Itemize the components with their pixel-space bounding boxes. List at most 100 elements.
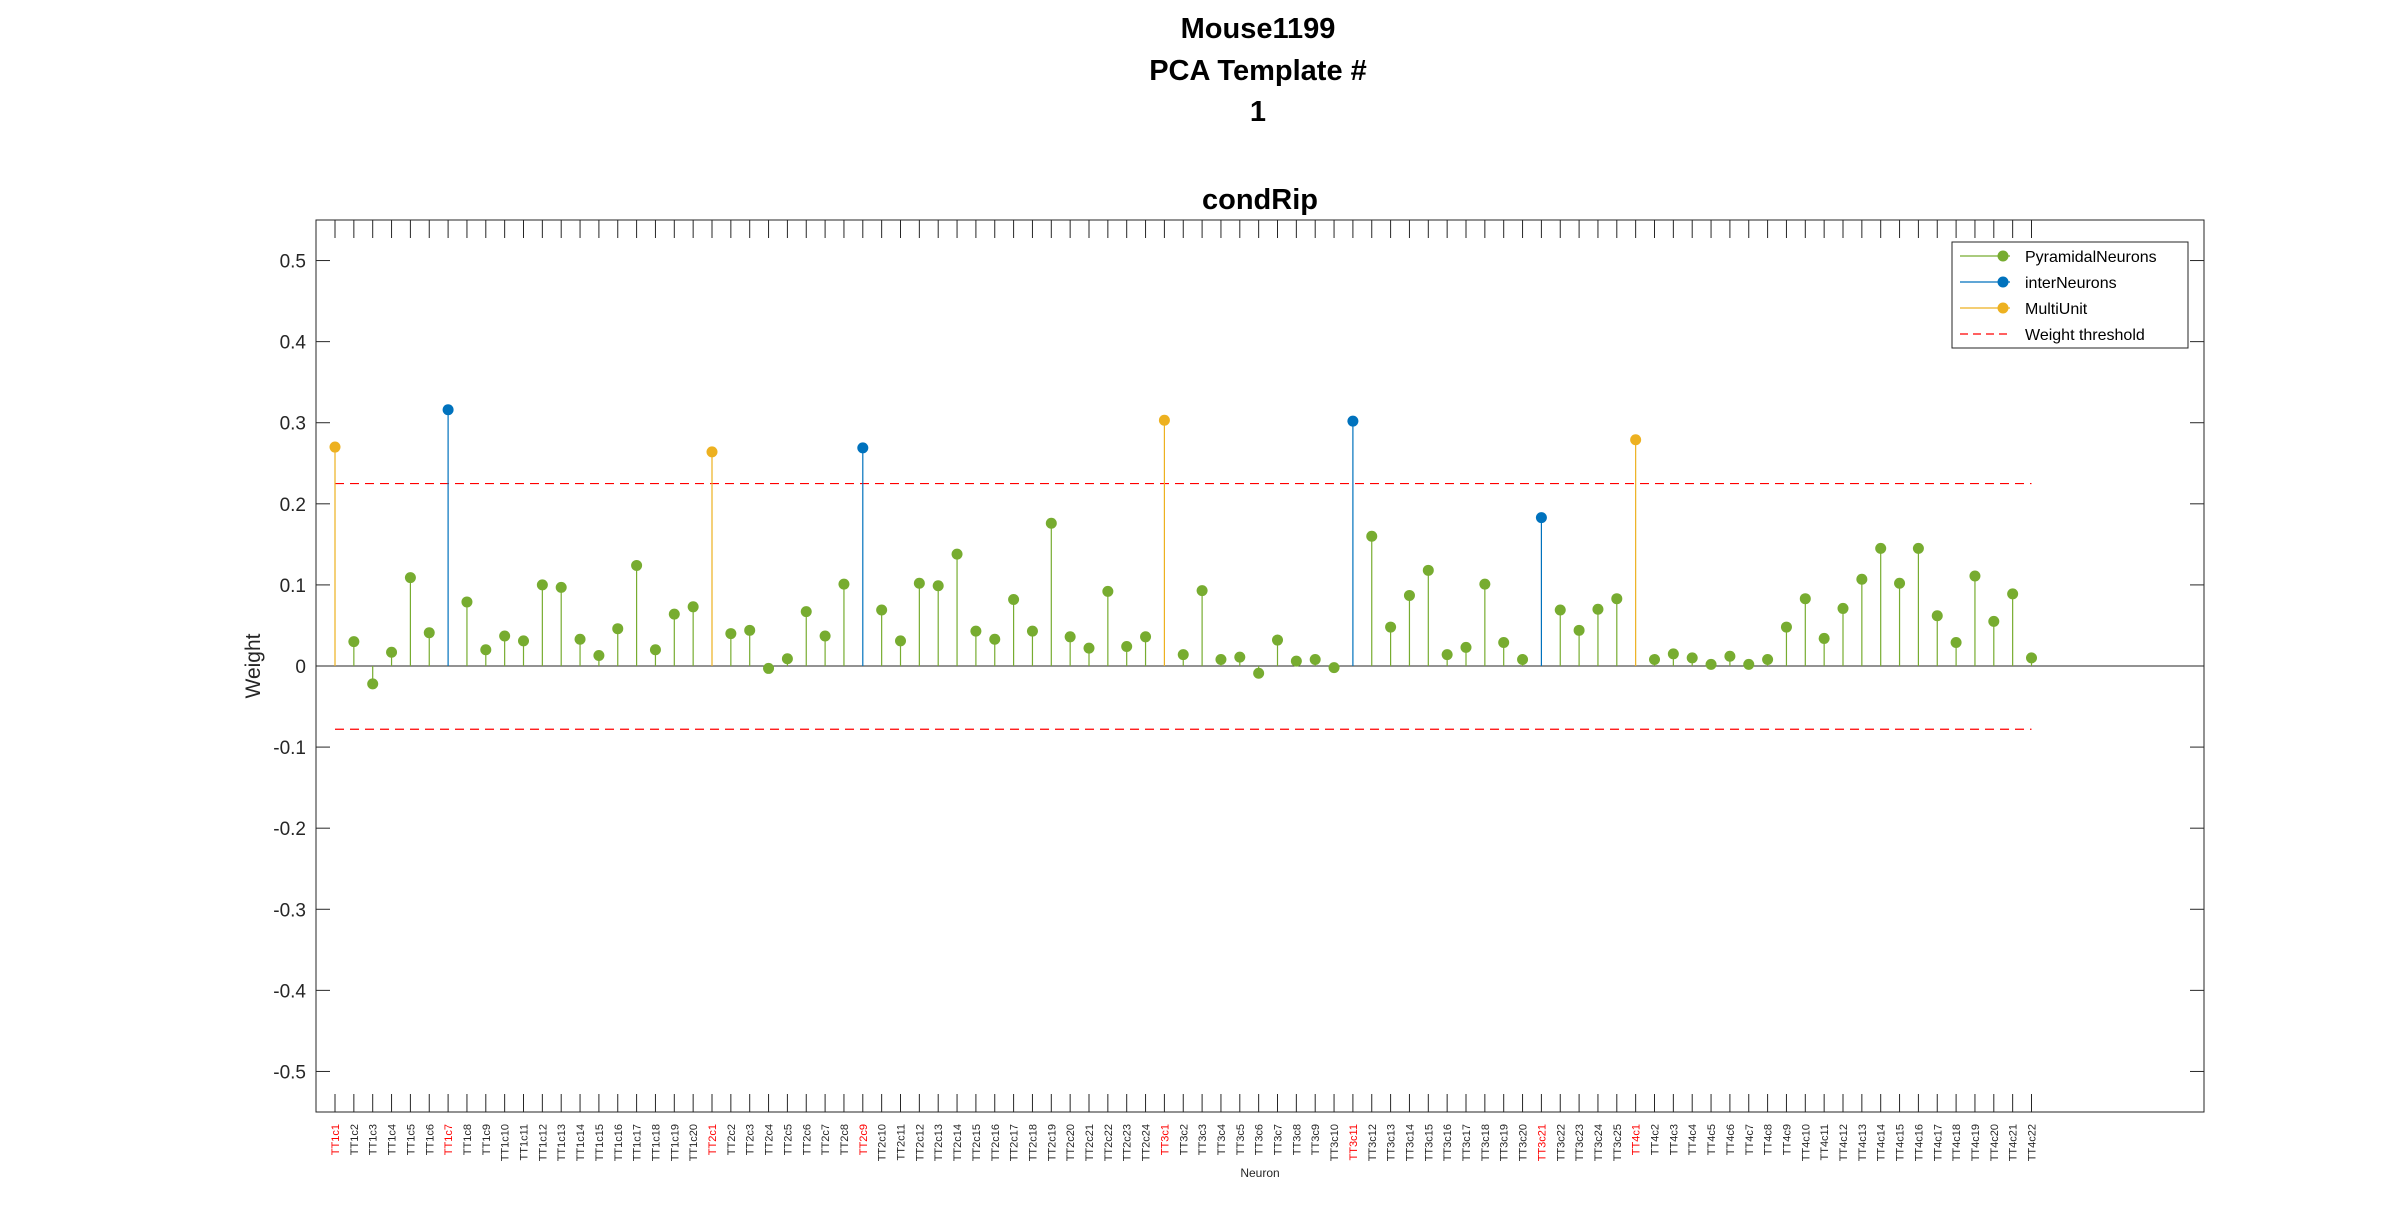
x-tick-label-TT2c8: TT2c8 [839, 1124, 851, 1155]
x-tick-label-TT2c7: TT2c7 [820, 1124, 832, 1155]
y-tick-label: 0 [295, 657, 306, 678]
x-tick-label-TT1c14: TT1c14 [575, 1124, 587, 1161]
y-tick-label: -0.2 [273, 819, 306, 840]
x-tick-labels: TT1c1 TT1c2 TT1c3 TT1c4 TT1c5 TT1c6 TT1c7 TT1c8… [330, 1124, 2039, 1161]
x-tick-label-TT4c16: TT4c16 [1913, 1124, 1925, 1161]
marker-TT4c20 [1988, 615, 2000, 627]
marker-TT1c11 [518, 635, 529, 647]
marker-TT3c23 [1573, 624, 1585, 636]
legend-label-threshold: Weight threshold [2025, 327, 2145, 344]
x-tick-label-TT3c23: TT3c23 [1574, 1124, 1586, 1161]
marker-TT4c5 [1705, 658, 1717, 670]
x-tick-label-TT2c12: TT2c12 [914, 1124, 926, 1161]
x-tick-label-TT2c19: TT2c19 [1046, 1124, 1058, 1161]
x-tick-label-TT3c9: TT3c9 [1310, 1124, 1322, 1155]
marker-TT3c10 [1328, 662, 1340, 674]
x-tick-label-TT3c15: TT3c15 [1423, 1124, 1435, 1161]
marker-TT1c10 [499, 630, 511, 642]
x-tick-label-TT3c19: TT3c19 [1499, 1124, 1511, 1161]
x-tick-label-TT3c13: TT3c13 [1386, 1124, 1398, 1161]
marker-TT4c10 [1799, 593, 1811, 605]
marker-TT3c9 [1309, 654, 1321, 666]
x-tick-label-TT2c23: TT2c23 [1122, 1124, 1134, 1161]
y-axis-label: Weight [242, 633, 265, 698]
marker-TT1c12 [536, 579, 548, 591]
marker-TT1c16 [612, 623, 624, 635]
marker-TT2c20 [1064, 631, 1076, 643]
marker-TT2c2 [725, 628, 737, 640]
x-axis-label: Neuron [1240, 1166, 1279, 1180]
legend: PyramidalNeurons interNeurons MultiUnit … [1951, 241, 2189, 349]
x-tick-label-TT1c5: TT1c5 [405, 1124, 417, 1155]
x-tick-label-TT1c12: TT1c12 [537, 1124, 549, 1161]
marker-TT4c12 [1837, 602, 1849, 614]
legend-marker-interneurons [1997, 276, 2009, 288]
x-tick-label-TT3c12: TT3c12 [1367, 1124, 1379, 1161]
marker-TT1c1 [329, 441, 341, 453]
x-tick-label-TT2c22: TT2c22 [1103, 1124, 1115, 1161]
x-tick-label-TT3c18: TT3c18 [1480, 1124, 1492, 1161]
x-tick-label-TT3c20: TT3c20 [1518, 1124, 1530, 1161]
x-tick-label-TT3c7: TT3c7 [1273, 1124, 1285, 1155]
x-tick-label-TT4c13: TT4c13 [1857, 1124, 1869, 1161]
x-tick-label-TT4c1: TT4c1 [1631, 1124, 1643, 1155]
marker-TT3c1 [1158, 414, 1170, 426]
x-tick-label-TT2c13: TT2c13 [933, 1124, 945, 1161]
x-tick-label-TT2c15: TT2c15 [971, 1124, 983, 1161]
x-tick-label-TT2c1: TT2c1 [707, 1124, 719, 1155]
marker-TT4c4 [1686, 652, 1698, 664]
marker-TT1c14 [574, 633, 586, 645]
marker-TT4c19 [1969, 570, 1981, 582]
marker-TT3c5 [1234, 651, 1246, 663]
x-tick-label-TT1c11: TT1c11 [519, 1124, 531, 1160]
x-tick-label-TT4c22: TT4c22 [2027, 1124, 2039, 1161]
marker-TT4c15 [1894, 577, 1906, 589]
x-tick-label-TT4c14: TT4c14 [1876, 1124, 1888, 1161]
x-tick-label-TT2c16: TT2c16 [990, 1124, 1002, 1161]
marker-TT2c16 [989, 633, 1001, 645]
marker-TT2c5 [781, 653, 793, 665]
marker-TT2c15 [970, 625, 982, 637]
x-tick-label-TT4c11: TT4c11 [1819, 1124, 1831, 1160]
marker-TT2c22 [1102, 585, 1114, 597]
marker-TT3c20 [1517, 654, 1529, 666]
marker-TT1c8 [461, 596, 473, 608]
x-tick-label-TT2c2: TT2c2 [726, 1124, 738, 1155]
marker-TT3c21 [1535, 512, 1547, 524]
x-tick-label-TT1c1: TT1c1 [330, 1124, 342, 1155]
marker-TT2c11 [895, 635, 906, 647]
marker-TT2c1 [706, 446, 718, 458]
x-tick-label-TT3c21: TT3c21 [1536, 1124, 1548, 1161]
legend-marker-multiunit [1997, 302, 2009, 314]
marker-TT1c15 [593, 649, 605, 661]
x-tick-label-TT4c9: TT4c9 [1781, 1124, 1793, 1155]
x-tick-label-TT3c1: TT3c1 [1159, 1124, 1171, 1155]
marker-TT4c14 [1875, 542, 1887, 554]
x-tick-label-TT4c18: TT4c18 [1951, 1124, 1963, 1161]
x-tick-label-TT1c13: TT1c13 [556, 1124, 568, 1161]
x-tick-label-TT3c3: TT3c3 [1197, 1124, 1209, 1155]
x-tick-label-TT4c19: TT4c19 [1970, 1124, 1982, 1161]
marker-TT1c5 [404, 572, 416, 584]
x-tick-label-TT2c18: TT2c18 [1027, 1124, 1039, 1161]
x-tick-label-TT4c6: TT4c6 [1725, 1124, 1737, 1155]
marker-TT4c3 [1667, 648, 1679, 660]
marker-TT1c2 [348, 636, 360, 648]
marker-TT3c11 [1347, 415, 1359, 427]
marker-TT4c1 [1630, 434, 1642, 446]
marker-TT3c4 [1215, 654, 1227, 666]
x-tick-label-TT3c4: TT3c4 [1216, 1124, 1228, 1155]
marker-TT3c12 [1366, 530, 1378, 542]
marker-TT3c22 [1554, 604, 1566, 616]
marker-TT4c9 [1780, 621, 1792, 633]
marker-TT1c19 [668, 608, 680, 620]
marker-TT2c14 [951, 548, 963, 560]
legend-box [1951, 241, 2189, 349]
y-tick-label: -0.1 [273, 738, 306, 759]
marker-TT4c2 [1649, 654, 1660, 666]
marker-TT4c22 [2026, 652, 2037, 664]
threshold-lines [335, 482, 2032, 730]
marker-TT4c17 [1931, 610, 1943, 622]
marker-TT3c3 [1196, 585, 1208, 597]
x-tick-label-TT3c24: TT3c24 [1593, 1124, 1605, 1161]
